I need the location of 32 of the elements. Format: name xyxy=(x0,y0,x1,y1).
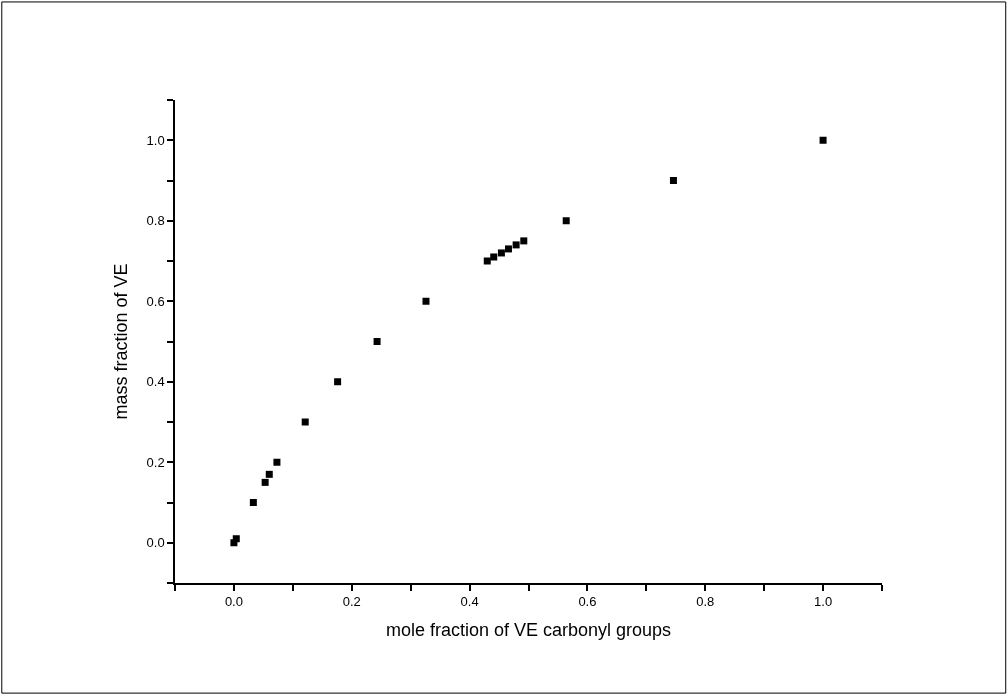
point xyxy=(504,245,512,253)
point xyxy=(232,535,240,543)
point xyxy=(422,297,430,305)
x-tick-label: 0.4 xyxy=(460,594,479,610)
point xyxy=(265,470,273,478)
x-tick-label: 1.0 xyxy=(814,594,833,610)
x-axis-title: mole fraction of VE carbonyl groups xyxy=(385,619,672,640)
y-tick-label: 0.6 xyxy=(146,293,165,309)
y-axis-title: mass fraction of VE xyxy=(111,263,132,420)
point xyxy=(273,458,281,466)
point xyxy=(334,378,342,386)
x-tick-label: 0.6 xyxy=(578,594,597,610)
point xyxy=(520,237,528,245)
x-tick-label: 0.8 xyxy=(696,594,715,610)
point xyxy=(483,257,491,265)
y-tick-label: 1.0 xyxy=(146,132,165,148)
point xyxy=(512,241,520,249)
point xyxy=(497,249,505,257)
y-tick-label: 0.2 xyxy=(146,454,165,470)
point xyxy=(261,478,269,486)
y-tick-label: 0.4 xyxy=(146,374,165,390)
point xyxy=(301,418,309,426)
y-tick-label: 0.8 xyxy=(146,213,165,229)
point xyxy=(249,499,257,506)
text: 0.0 xyxy=(224,594,243,610)
point xyxy=(562,217,570,225)
x-tick-label: 0.2 xyxy=(342,594,361,610)
point xyxy=(490,253,498,261)
point xyxy=(669,177,677,184)
y-tick-label: 0.0 xyxy=(146,535,165,551)
point xyxy=(373,338,381,345)
point xyxy=(819,136,827,144)
